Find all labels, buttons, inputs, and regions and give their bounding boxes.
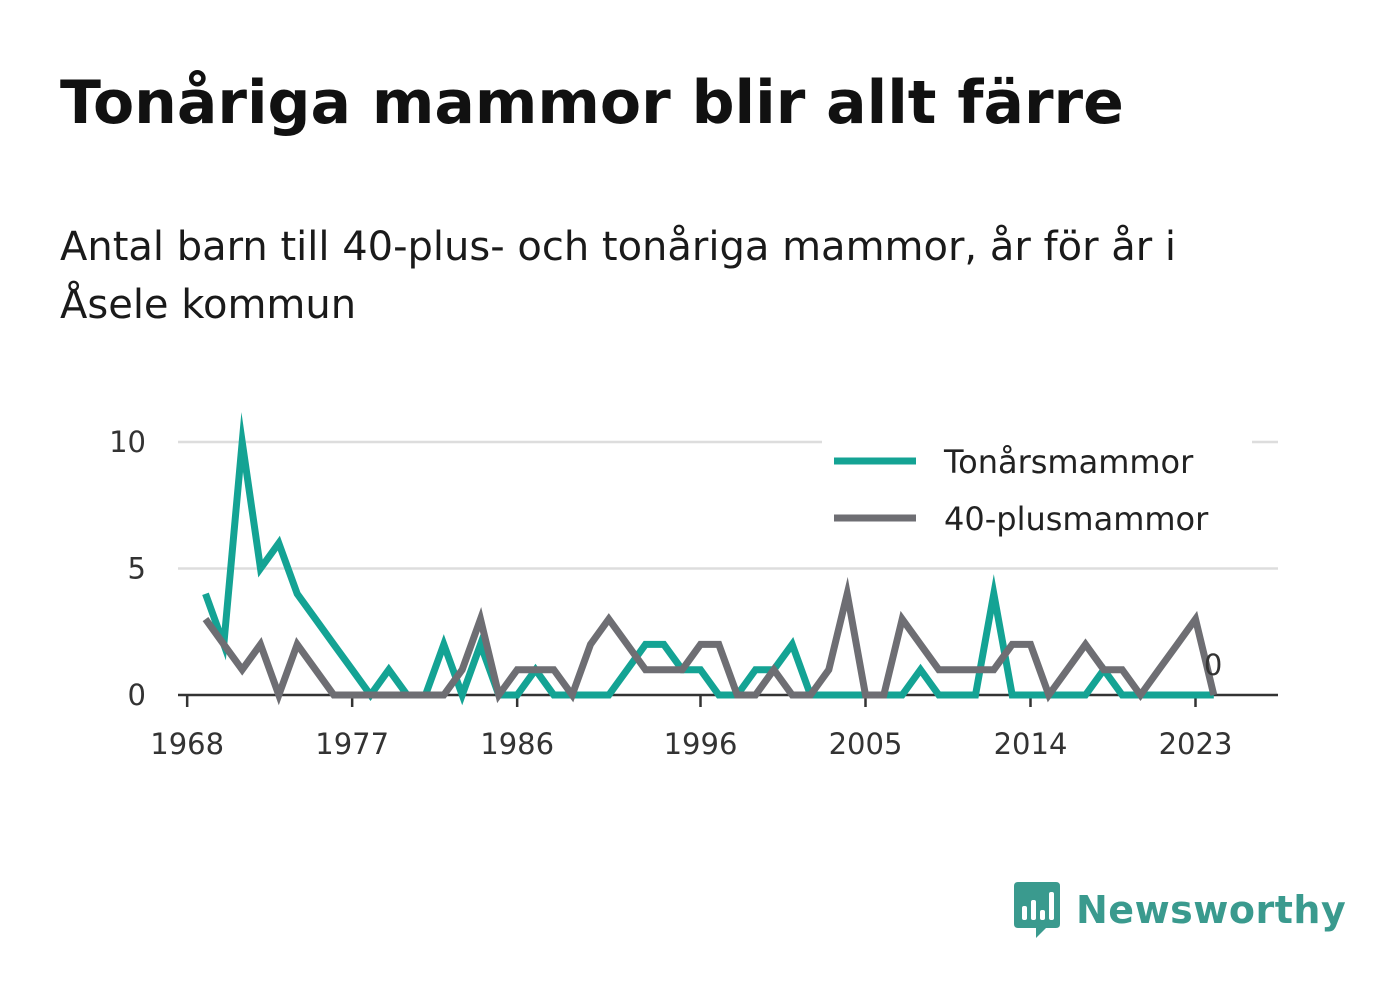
- legend-label-0: Tonårsmammor: [943, 443, 1194, 481]
- newsworthy-logo: Newsworthy: [1012, 878, 1346, 942]
- end-value-label: 0: [1204, 648, 1222, 682]
- brand-name: Newsworthy: [1076, 888, 1347, 932]
- y-tick-label-5: 5: [128, 552, 146, 586]
- y-tick-label-10: 10: [109, 425, 146, 459]
- legend: Tonårsmammor 40-plusmammor: [822, 436, 1252, 558]
- series-line-1: [202, 576, 1218, 706]
- x-tick-label-2014: 2014: [994, 727, 1068, 761]
- x-axis-tick-labels: 1968 1977 1986 1996 2005 2014 2023: [150, 727, 1232, 761]
- legend-background: [822, 436, 1252, 558]
- chart-title: Tonåriga mammor blir allt färre: [60, 68, 1124, 138]
- newsworthy-logo-icon: [1014, 882, 1060, 938]
- x-tick-label-1968: 1968: [150, 727, 224, 761]
- y-tick-label-0: 0: [128, 678, 146, 712]
- x-tick-label-1977: 1977: [315, 727, 389, 761]
- series-lines: [202, 412, 1218, 706]
- x-tick-label-2005: 2005: [829, 727, 903, 761]
- end-value-labels: 0: [1204, 648, 1222, 682]
- x-tick-label-1986: 1986: [480, 727, 554, 761]
- chart-subtitle: Antal barn till 40-plus- och tonåriga ma…: [60, 224, 1177, 328]
- x-tick-label-2023: 2023: [1159, 727, 1233, 761]
- y-axis-tick-labels: 0 5 10: [109, 425, 146, 712]
- legend-label-1: 40-plusmammor: [944, 500, 1209, 538]
- x-tick-label-1996: 1996: [664, 727, 738, 761]
